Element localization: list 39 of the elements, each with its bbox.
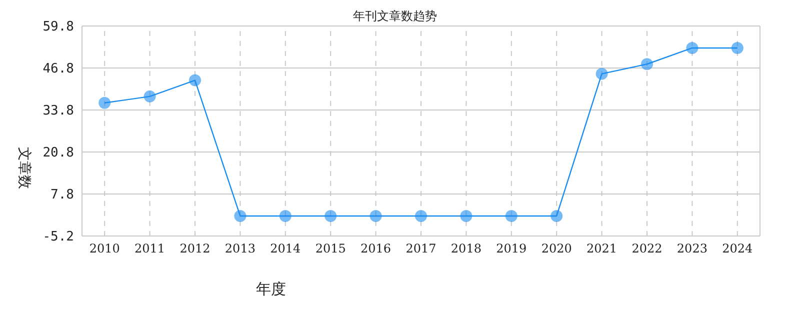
x-tick-label: 2014 xyxy=(270,242,302,256)
y-tick-label: 59.8 xyxy=(42,20,74,35)
point xyxy=(596,68,608,80)
y-axis-title: 文章数 xyxy=(15,146,33,191)
point xyxy=(550,210,563,222)
x-tick-label: 2016 xyxy=(360,242,392,256)
point xyxy=(460,210,472,222)
y-tick-label: 20.8 xyxy=(42,146,74,161)
x-tick-label: 2015 xyxy=(315,242,346,256)
point xyxy=(144,90,156,102)
x-tick-label: 2010 xyxy=(89,242,120,256)
x-tick-label: 2018 xyxy=(450,242,482,256)
x-tick-label: 2017 xyxy=(406,242,436,256)
point xyxy=(98,96,111,109)
x-axis-title: 年度 xyxy=(256,280,286,298)
chart-title: 年刊文章数趋势 xyxy=(353,9,437,23)
x-tick-label: 2020 xyxy=(541,242,572,256)
point xyxy=(189,74,201,86)
point xyxy=(370,210,382,222)
x-tick-label: 2023 xyxy=(676,242,708,256)
y-tick-label: -5.2 xyxy=(42,230,74,245)
y-tick-label: 7.8 xyxy=(50,188,74,203)
point xyxy=(324,210,337,222)
y-tick-label: 33.8 xyxy=(42,104,74,119)
x-tick-label: 2012 xyxy=(180,242,210,256)
point xyxy=(234,210,246,222)
point xyxy=(415,210,427,222)
x-tick-label: 2011 xyxy=(134,242,166,256)
point xyxy=(731,42,744,54)
x-tick-label: 2021 xyxy=(586,242,618,256)
point xyxy=(686,42,698,54)
x-tick-label: 2024 xyxy=(722,242,754,256)
x-tick-label: 2019 xyxy=(496,242,527,256)
point xyxy=(279,210,292,222)
y-tick-label: 46.8 xyxy=(42,62,74,77)
point xyxy=(641,58,653,70)
point xyxy=(505,210,518,222)
x-tick-label: 2022 xyxy=(632,242,662,256)
x-tick-label: 2013 xyxy=(224,242,256,256)
